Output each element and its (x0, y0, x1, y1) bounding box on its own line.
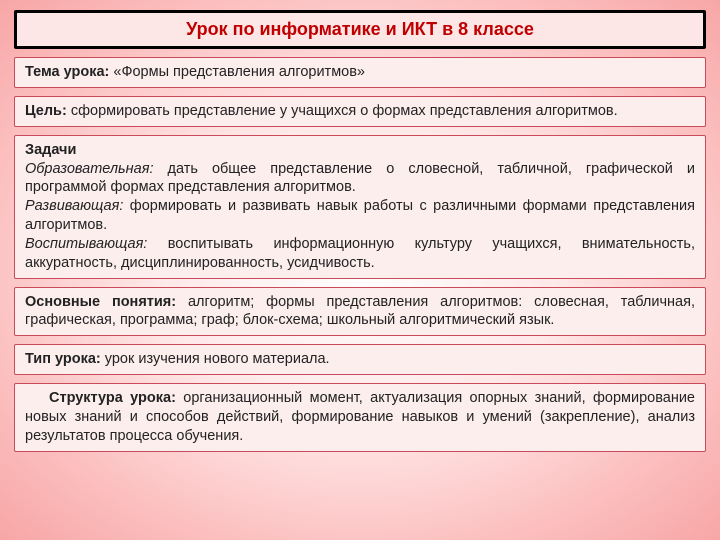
goal-label: Цель: (25, 103, 67, 119)
concepts-label: Основные понятия: (25, 294, 176, 310)
structure-label: Структура урока: (49, 390, 176, 406)
goal-text: сформировать представление у учащихся о … (67, 103, 618, 119)
task-dev-text: формировать и развивать навык работы с р… (25, 198, 695, 233)
type-label: Тип урока: (25, 351, 101, 367)
topic-box: Тема урока: «Формы представления алгорит… (14, 57, 706, 88)
type-box: Тип урока: урок изучения нового материал… (14, 344, 706, 375)
task-educational: Образовательная: дать общее представлени… (25, 160, 695, 198)
task-dev-label: Развивающая: (25, 198, 123, 214)
page-title: Урок по информатике и ИКТ в 8 классе (14, 10, 706, 49)
topic-label: Тема урока: (25, 64, 109, 80)
type-text: урок изучения нового материала. (101, 351, 330, 367)
concepts-box: Основные понятия: алгоритм; формы предст… (14, 287, 706, 337)
topic-text: «Формы представления алгоритмов» (109, 64, 365, 80)
structure-box: Структура урока: организационный момент,… (14, 383, 706, 452)
goal-box: Цель: сформировать представление у учащи… (14, 96, 706, 127)
tasks-label: Задачи (25, 141, 695, 160)
task-edu-label: Образовательная: (25, 161, 153, 177)
task-developmental: Развивающая: формировать и развивать нав… (25, 197, 695, 235)
task-vos-label: Воспитывающая: (25, 236, 147, 252)
tasks-box: Задачи Образовательная: дать общее предс… (14, 135, 706, 279)
task-educational2: Воспитывающая: воспитывать информационну… (25, 235, 695, 273)
